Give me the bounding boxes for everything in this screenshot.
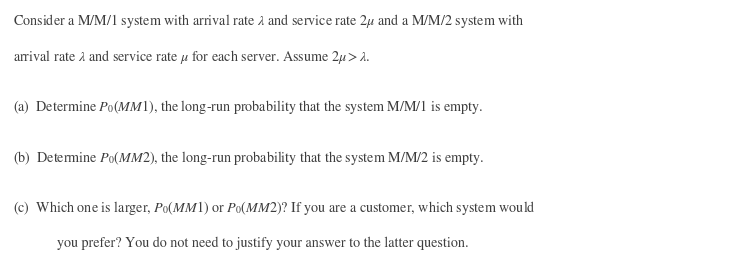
Text: Consider a M/M/1 system with arrival rate $\lambda$ and service rate $2\mu$ and : Consider a M/M/1 system with arrival rat… bbox=[13, 12, 525, 30]
Text: (c)  Which one is larger, $P_0(MM1)$ or $P_0(MM2)$? If you are a customer, which: (c) Which one is larger, $P_0(MM1)$ or $… bbox=[13, 199, 536, 217]
Text: you prefer? You do not need to justify your answer to the latter question.: you prefer? You do not need to justify y… bbox=[57, 236, 468, 250]
Text: arrival rate $\lambda$ and service rate $\mu$ for each server. Assume $2\mu > \l: arrival rate $\lambda$ and service rate … bbox=[13, 48, 371, 66]
Text: (b)  Determine $P_0(MM2)$, the long-run probability that the system M/M/2 is emp: (b) Determine $P_0(MM2)$, the long-run p… bbox=[13, 149, 485, 167]
Text: (a)  Determine $P_0(MM1)$, the long-run probability that the system M/M/1 is emp: (a) Determine $P_0(MM1)$, the long-run p… bbox=[13, 98, 484, 116]
